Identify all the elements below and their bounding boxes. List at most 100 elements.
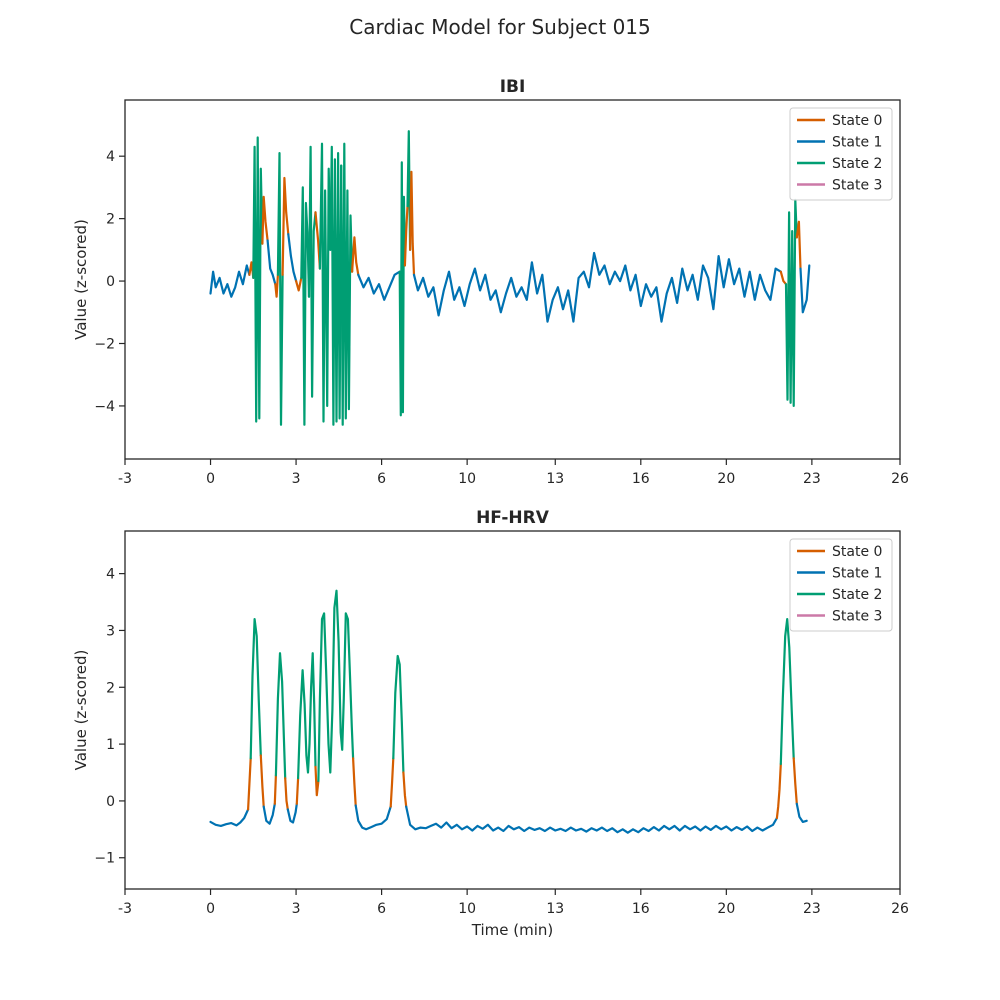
x-tick-label: 23 (803, 471, 821, 487)
series-line-state-1 (209, 264, 251, 298)
series-line-state-1 (412, 251, 782, 323)
x-tick-label: -3 (118, 901, 132, 917)
series-line-state-2 (317, 589, 355, 783)
x-tick-label: 10 (458, 901, 476, 917)
y-tick-label: 4 (106, 149, 115, 165)
series-line-state-1 (799, 264, 811, 314)
figure-title: Cardiac Model for Subject 015 (349, 15, 651, 39)
x-tick-label: 23 (803, 901, 821, 917)
series-line-state-0 (351, 236, 360, 276)
y-tick-label: 1 (106, 737, 115, 753)
legend-label: State 0 (832, 544, 882, 560)
series-line-state-1 (262, 802, 276, 825)
legend-label: State 3 (832, 609, 882, 625)
series-line-state-0 (259, 754, 265, 808)
series-line-state-0 (284, 777, 289, 811)
legend-label: State 3 (832, 178, 882, 194)
series-line-state-2 (784, 198, 798, 407)
series-line-state-0 (795, 220, 802, 270)
y-tick-label: −1 (94, 851, 115, 867)
legend: State 0 State 1 State 2 State 3 (789, 107, 893, 201)
y-tick-label: −2 (94, 336, 115, 352)
series-line-state-1 (209, 808, 250, 828)
x-tick-label: 16 (632, 901, 650, 917)
series-line-state-2 (297, 652, 317, 780)
x-tick-label: 26 (891, 471, 909, 487)
series-line-state-0 (779, 270, 788, 286)
x-tick-label: 3 (292, 901, 301, 917)
y-axis-label: Value (z-scored) (72, 219, 90, 340)
x-tick-label: 6 (377, 471, 386, 487)
series-line-state-1 (354, 804, 392, 831)
x-tick-label: 3 (292, 471, 301, 487)
legend: State 0 State 1 State 2 State 3 (789, 538, 893, 632)
series-line-state-0 (274, 273, 279, 298)
series-line-state-1 (266, 239, 277, 286)
series-line-state-2 (392, 654, 405, 774)
panel-title: HF-HRV (476, 508, 550, 528)
y-tick-label: 2 (106, 212, 115, 228)
x-tick-label: 16 (632, 471, 650, 487)
series-group (209, 130, 811, 426)
series-line-state-1 (286, 802, 298, 824)
x-tick-label: 13 (546, 901, 564, 917)
series-line-state-2 (398, 161, 406, 417)
series-line-state-1 (287, 233, 298, 283)
series-line-state-0 (792, 757, 798, 805)
series-line-state-2 (307, 145, 317, 398)
series-line-state-1 (357, 270, 401, 301)
series-line-state-0 (295, 276, 303, 292)
y-tick-label: 0 (106, 794, 115, 810)
series-line-state-0 (389, 757, 395, 808)
series-line-state-0 (403, 205, 409, 267)
series-line-state-0 (261, 195, 269, 245)
series-line-state-0 (314, 765, 320, 797)
series-line-state-0 (295, 777, 300, 805)
y-tick-label: 4 (106, 567, 115, 583)
series-line-state-1 (405, 805, 779, 834)
series-line-state-1 (795, 802, 808, 824)
series-line-state-2 (779, 617, 795, 766)
legend-box (789, 107, 893, 201)
series-line-state-0 (247, 757, 252, 811)
x-tick-label: -3 (118, 471, 132, 487)
axes-frame (124, 99, 901, 460)
x-tick-label: 20 (717, 471, 735, 487)
y-tick-label: 2 (106, 680, 115, 696)
x-tick-label: 20 (717, 901, 735, 917)
x-tick-label: 13 (546, 471, 564, 487)
legend-label: State 1 (832, 566, 882, 582)
series-line-state-0 (409, 170, 416, 276)
legend-label: State 0 (832, 113, 882, 129)
series-line-state-2 (329, 145, 343, 426)
series-line-state-0 (273, 774, 277, 805)
series-line-state-2 (318, 142, 332, 423)
legend-label: State 2 (832, 587, 882, 603)
series-line-state-2 (274, 652, 287, 780)
x-tick-label: 6 (377, 901, 386, 917)
axes-frame (124, 530, 901, 890)
series-group (209, 589, 808, 834)
panel-title: IBI (500, 77, 526, 97)
series-line-state-0 (352, 757, 357, 807)
y-tick-label: 3 (106, 623, 115, 639)
x-axis-label: Time (min) (471, 921, 553, 939)
series-line-state-2 (252, 136, 264, 423)
panel-ibi: -3 0 3 6 10 13 16 20 23 26 −4 −2 0 2 4 IBI Value (z-scor… (72, 77, 909, 487)
series-line-state-2 (340, 142, 354, 426)
x-tick-label: 0 (206, 471, 215, 487)
legend-label: State 2 (832, 156, 882, 172)
legend-box (789, 538, 893, 632)
y-tick-label: 0 (106, 274, 115, 290)
legend-label: State 1 (832, 135, 882, 151)
series-line-state-2 (276, 152, 284, 426)
x-tick-label: 10 (458, 471, 476, 487)
series-line-state-2 (300, 186, 311, 426)
series-line-state-2 (249, 617, 262, 760)
y-axis-label: Value (z-scored) (72, 650, 90, 771)
series-line-state-0 (402, 771, 408, 808)
x-tick-label: 0 (206, 901, 215, 917)
y-tick-label: −4 (94, 399, 115, 415)
